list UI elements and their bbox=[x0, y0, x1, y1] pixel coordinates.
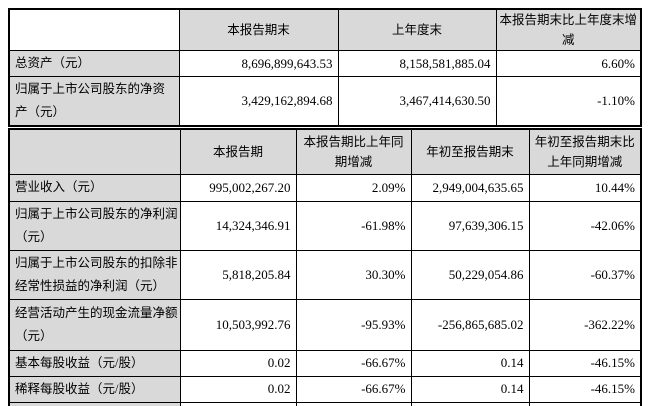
value-cell: -362.22% bbox=[528, 298, 642, 351]
value-cell: 2.80% bbox=[410, 401, 530, 406]
value-cell: -66.67% bbox=[295, 375, 412, 403]
value-cell: 5,818,205.84 bbox=[179, 249, 297, 300]
table-row: 总资产（元） 8,696,899,643.53 8,158,581,885.04 6.… bbox=[8, 50, 642, 77]
row-label: 稀释每股收益（元/股） bbox=[8, 375, 181, 403]
value-cell: -46.15% bbox=[528, 375, 642, 403]
table-header-row: 本报告期 本报告期比上年同期增减 年初至报告期末 年初至报告期末比上年同期增减 bbox=[8, 128, 642, 175]
table-row: 营业收入（元） 995,002,267.20 2.09% 2,949,004,635.… bbox=[8, 173, 642, 202]
value-cell: -95.93% bbox=[295, 298, 412, 351]
row-label: 营业收入（元） bbox=[8, 173, 181, 202]
value-cell: -0.71% bbox=[295, 401, 412, 406]
value-cell: 50,229,054.86 bbox=[410, 249, 530, 300]
column-header: 年初至报告期末 bbox=[410, 128, 530, 175]
value-cell: -66.67% bbox=[295, 349, 412, 377]
column-header: 年初至报告期末比上年同期增减 bbox=[528, 128, 642, 175]
row-label: 归属于上市公司股东的净资产（元） bbox=[8, 76, 180, 127]
value-cell: 8,158,581,885.04 bbox=[337, 50, 497, 77]
row-label: 归属于上市公司股东的扣除非经常性损益的净利润（元） bbox=[8, 249, 181, 300]
value-cell: 97,639,306.15 bbox=[410, 200, 530, 251]
value-cell: 0.41% bbox=[179, 401, 297, 406]
table-row: 归属于上市公司股东的净利润（元） 14,324,346.91 -61.98% 97,6… bbox=[8, 200, 642, 251]
table-row: 基本每股收益（元/股） 0.02 -66.67% 0.14 -46.15% bbox=[8, 349, 642, 377]
table-row: 归属于上市公司股东的净资产（元） 3,429,162,894.68 3,467,41… bbox=[8, 76, 642, 127]
table-row: 归属于上市公司股东的扣除非经常性损益的净利润（元） 5,818,205.84 30.… bbox=[8, 249, 642, 300]
row-label: 加权平均净资产收益率 bbox=[8, 401, 181, 406]
column-header: 本报告期 bbox=[179, 128, 297, 175]
column-header: 本报告期末 bbox=[178, 8, 339, 51]
row-label: 归属于上市公司股东的净利润（元） bbox=[8, 200, 181, 251]
column-header: 上年度末 bbox=[337, 8, 497, 51]
value-cell: -61.98% bbox=[295, 200, 412, 251]
value-cell: 0.14 bbox=[410, 349, 530, 377]
corner-cell bbox=[8, 128, 181, 175]
table-row: 经营活动产生的现金流量净额（元） 10,503,992.76 -95.93% -256… bbox=[8, 298, 642, 351]
value-cell: 995,002,267.20 bbox=[179, 173, 297, 202]
value-cell: -256,865,685.02 bbox=[410, 298, 530, 351]
reporting-period-summary-table: 本报告期 本报告期比上年同期增减 年初至报告期末 年初至报告期末比上年同期增减 营业收入… bbox=[8, 128, 642, 406]
value-cell: -42.06% bbox=[528, 200, 642, 251]
value-cell: 2.09% bbox=[295, 173, 412, 202]
value-cell: 10.44% bbox=[528, 173, 642, 202]
row-label: 基本每股收益（元/股） bbox=[8, 349, 181, 377]
value-cell: 2,949,004,635.65 bbox=[410, 173, 530, 202]
column-header: 本报告期比上年同期增减 bbox=[295, 128, 412, 175]
value-cell: 3,429,162,894.68 bbox=[178, 76, 339, 127]
value-cell: 8,696,899,643.53 bbox=[178, 50, 339, 77]
table-row: 稀释每股收益（元/股） 0.02 -66.67% 0.14 -46.15% bbox=[8, 375, 642, 403]
value-cell: 10,503,992.76 bbox=[179, 298, 297, 351]
period-end-summary-table: 本报告期末 上年度末 本报告期末比上年度末增减 总资产（元） 8,696,899,643… bbox=[8, 8, 642, 127]
corner-cell bbox=[8, 8, 180, 51]
row-label: 总资产（元） bbox=[8, 50, 180, 77]
value-cell: 0.02 bbox=[179, 375, 297, 403]
table-row: 加权平均净资产收益率0.41%-0.71%2.80%-2.81% bbox=[8, 401, 642, 406]
value-cell: -46.15% bbox=[528, 349, 642, 377]
value-cell: -1.10% bbox=[495, 76, 642, 127]
value-cell: -60.37% bbox=[528, 249, 642, 300]
value-cell: -2.81% bbox=[528, 401, 642, 406]
row-label: 经营活动产生的现金流量净额（元） bbox=[8, 298, 181, 351]
value-cell: 0.02 bbox=[179, 349, 297, 377]
value-cell: 30.30% bbox=[295, 249, 412, 300]
column-header: 本报告期末比上年度末增减 bbox=[495, 8, 642, 51]
table-header-row: 本报告期末 上年度末 本报告期末比上年度末增减 bbox=[8, 8, 642, 51]
value-cell: 14,324,346.91 bbox=[179, 200, 297, 251]
value-cell: 3,467,414,630.50 bbox=[337, 76, 497, 127]
value-cell: 0.14 bbox=[410, 375, 530, 403]
value-cell: 6.60% bbox=[495, 50, 642, 77]
